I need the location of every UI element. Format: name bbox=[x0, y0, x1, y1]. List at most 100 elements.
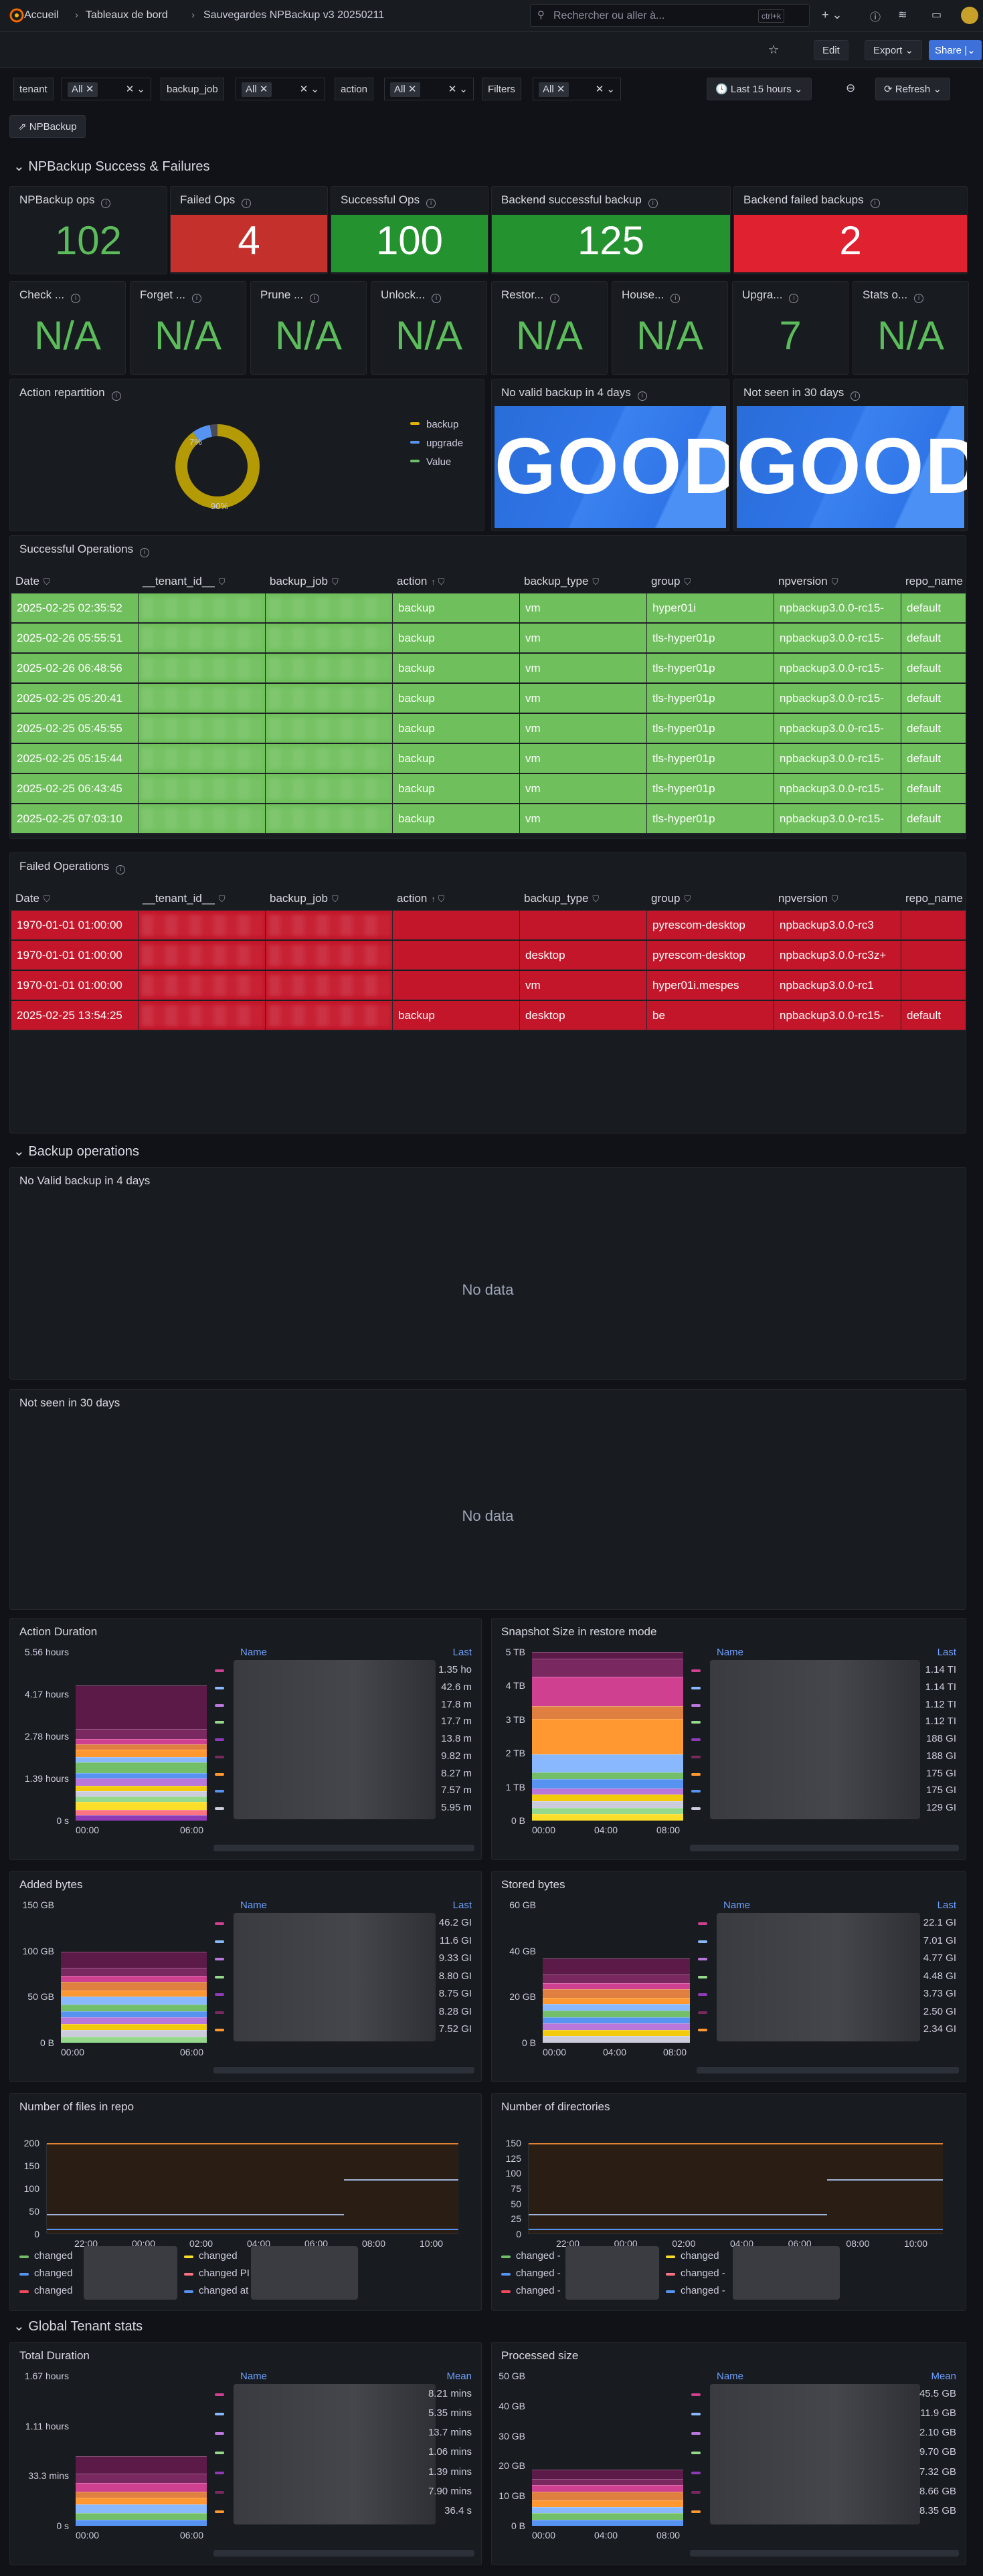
legend-item[interactable]: backup bbox=[410, 416, 463, 434]
column-header[interactable]: action ↑ ⛉ bbox=[391, 887, 519, 911]
filter-icon[interactable]: ⛉ bbox=[218, 894, 226, 904]
variable-select-tenant[interactable]: All ✕ ✕ ⌄ bbox=[62, 78, 151, 100]
legend-label[interactable]: changed - bbox=[516, 2285, 561, 2296]
column-header[interactable]: backup_job ⛉ bbox=[264, 569, 391, 593]
filter-icon[interactable]: ↑ ⛉ bbox=[431, 894, 445, 904]
column-header[interactable]: repo_name bbox=[900, 569, 966, 593]
info-icon[interactable]: i bbox=[111, 391, 121, 401]
legend-header-stat[interactable]: Mean bbox=[446, 2371, 472, 2382]
column-header[interactable]: npversion ⛉ bbox=[773, 887, 900, 911]
filter-icon[interactable]: ⛉ bbox=[831, 894, 838, 904]
section-header-backup-operations[interactable]: ⌄ Backup operations bbox=[13, 1144, 139, 1159]
adhoc-filters[interactable]: All ✕ ✕ ⌄ bbox=[533, 78, 621, 100]
legend-label[interactable]: changed bbox=[681, 2250, 719, 2262]
column-header[interactable]: Date ⛉ bbox=[10, 887, 137, 911]
legend-header-name[interactable]: Name bbox=[240, 2371, 268, 2382]
column-header[interactable]: group ⛉ bbox=[646, 569, 773, 593]
breadcrumb-home[interactable]: Accueil bbox=[24, 9, 59, 21]
dashboard-link-npbackup[interactable]: ⇗ NPBackup bbox=[9, 115, 86, 138]
legend-item[interactable]: upgrade bbox=[410, 434, 463, 453]
filter-icon[interactable]: ⛉ bbox=[218, 577, 226, 587]
info-icon[interactable]: i bbox=[870, 199, 880, 208]
kiosk-icon[interactable]: ▭ bbox=[931, 9, 942, 21]
edit-button[interactable]: Edit bbox=[814, 40, 848, 60]
filter-icon[interactable]: ⛉ bbox=[831, 577, 838, 587]
info-icon[interactable]: i bbox=[648, 199, 658, 208]
table-row[interactable]: 1970-01-01 01:00:00 pyrescom-desktop npbac… bbox=[11, 911, 966, 940]
legend-scrollbar[interactable] bbox=[690, 2550, 959, 2557]
column-header[interactable]: backup_type ⛉ bbox=[519, 569, 646, 593]
column-header[interactable]: backup_job ⛉ bbox=[264, 887, 391, 911]
column-header[interactable]: action ↑ ⛉ bbox=[391, 569, 519, 593]
filter-icon[interactable]: ⛉ bbox=[592, 894, 600, 904]
table-row[interactable]: 2025-02-26 05:55:51 backup vm tls-hyper01p n… bbox=[11, 624, 966, 653]
info-icon[interactable]: i bbox=[101, 199, 111, 208]
info-icon[interactable]: i bbox=[192, 294, 202, 303]
stacked-area-chart[interactable] bbox=[76, 2456, 207, 2526]
avatar[interactable] bbox=[961, 7, 978, 24]
table-row[interactable]: 2025-02-26 06:48:56 backup vm tls-hyper01p n… bbox=[11, 654, 966, 683]
table-row[interactable]: 2025-02-25 07:03:10 backup vm tls-hyper01p n… bbox=[11, 804, 966, 834]
add-icon[interactable]: + ⌄ bbox=[822, 8, 842, 21]
legend-label[interactable]: changed bbox=[199, 2250, 238, 2262]
legend-label[interactable]: changed - bbox=[516, 2268, 561, 2279]
legend-header-name[interactable]: Name bbox=[240, 1647, 268, 1658]
grafana-logo-icon[interactable] bbox=[9, 8, 24, 23]
legend-label[interactable]: changed - bbox=[681, 2268, 725, 2279]
stacked-area-chart[interactable] bbox=[532, 1652, 683, 1821]
column-header[interactable]: repo_name bbox=[900, 887, 966, 911]
column-header[interactable]: __tenant_id__ ⛉ bbox=[137, 569, 264, 593]
legend-header-name[interactable]: Name bbox=[240, 1900, 268, 1911]
time-range-picker[interactable]: 🕓 Last 15 hours ⌄ bbox=[707, 78, 812, 100]
legend-item[interactable]: Value bbox=[410, 453, 463, 472]
legend-label[interactable]: changed at bbox=[199, 2285, 249, 2296]
stacked-area-chart[interactable] bbox=[543, 1958, 690, 2043]
refresh-button[interactable]: ⟳ Refresh ⌄ bbox=[875, 78, 951, 100]
info-icon[interactable]: i bbox=[851, 391, 861, 401]
legend-header-stat[interactable]: Last bbox=[937, 1647, 956, 1658]
info-icon[interactable]: i bbox=[310, 294, 320, 303]
info-icon[interactable]: i bbox=[550, 294, 560, 303]
variable-select-backup-job[interactable]: All ✕ ✕ ⌄ bbox=[236, 78, 325, 100]
legend-scrollbar[interactable] bbox=[213, 2550, 474, 2557]
info-icon[interactable]: i bbox=[242, 199, 252, 208]
filter-icon[interactable]: ⛉ bbox=[331, 577, 339, 587]
legend-label[interactable]: changed bbox=[34, 2250, 73, 2262]
share-button[interactable]: Share |⌄ bbox=[929, 40, 982, 60]
legend-label[interactable]: changed PI bbox=[199, 2268, 250, 2279]
variable-select-action[interactable]: All ✕ ✕ ⌄ bbox=[384, 78, 474, 100]
table-row[interactable]: 1970-01-01 01:00:00 vm hyper01i.mespes npba… bbox=[11, 971, 966, 1000]
filter-icon[interactable]: ⛉ bbox=[684, 894, 691, 904]
legend-label[interactable]: changed bbox=[34, 2285, 73, 2296]
table-row[interactable]: 2025-02-25 06:43:45 backup vm tls-hyper01p n… bbox=[11, 774, 966, 804]
star-icon[interactable]: ☆ bbox=[768, 43, 780, 56]
stacked-area-chart[interactable] bbox=[76, 1685, 207, 1821]
filter-icon[interactable]: ⛉ bbox=[43, 577, 50, 587]
legend-label[interactable]: changed - bbox=[516, 2250, 561, 2262]
column-header[interactable]: npversion ⛉ bbox=[773, 569, 900, 593]
legend-scrollbar[interactable] bbox=[690, 1845, 959, 1851]
info-icon[interactable]: i bbox=[637, 391, 647, 401]
info-icon[interactable]: i bbox=[914, 294, 924, 303]
table-row[interactable]: 2025-02-25 02:35:52 backup vm hyper01i npbac… bbox=[11, 593, 966, 623]
search-box[interactable]: ⚲ Rechercher ou aller à... ctrl+k bbox=[530, 4, 810, 27]
column-header[interactable]: __tenant_id__ ⛉ bbox=[137, 887, 264, 911]
legend-scrollbar[interactable] bbox=[697, 2067, 959, 2074]
table-row[interactable]: 2025-02-25 13:54:25 backup desktop be npback… bbox=[11, 1001, 966, 1030]
legend-label[interactable]: changed - bbox=[681, 2285, 725, 2296]
pie-slice-value[interactable] bbox=[175, 424, 260, 509]
table-row[interactable]: 2025-02-25 05:45:55 backup vm tls-hyper01p n… bbox=[11, 714, 966, 743]
legend-scrollbar[interactable] bbox=[213, 2067, 474, 2074]
info-icon[interactable]: i bbox=[789, 294, 799, 303]
legend-header-name[interactable]: Name bbox=[717, 2371, 744, 2382]
table-row[interactable]: 1970-01-01 01:00:00 desktop pyrescom-deskt… bbox=[11, 941, 966, 970]
legend-label[interactable]: changed bbox=[34, 2268, 73, 2279]
legend-header-name[interactable]: Name bbox=[717, 1647, 744, 1658]
column-header[interactable]: backup_type ⛉ bbox=[519, 887, 646, 911]
line-chart-area[interactable] bbox=[528, 2143, 943, 2234]
table-row[interactable]: 2025-02-25 05:20:41 backup vm tls-hyper01p n… bbox=[11, 684, 966, 713]
info-icon[interactable]: i bbox=[426, 199, 436, 208]
zoom-out-icon[interactable]: ⊖ bbox=[846, 82, 856, 94]
legend-header-name[interactable]: Name bbox=[723, 1900, 751, 1911]
line-chart-area[interactable] bbox=[46, 2143, 458, 2234]
